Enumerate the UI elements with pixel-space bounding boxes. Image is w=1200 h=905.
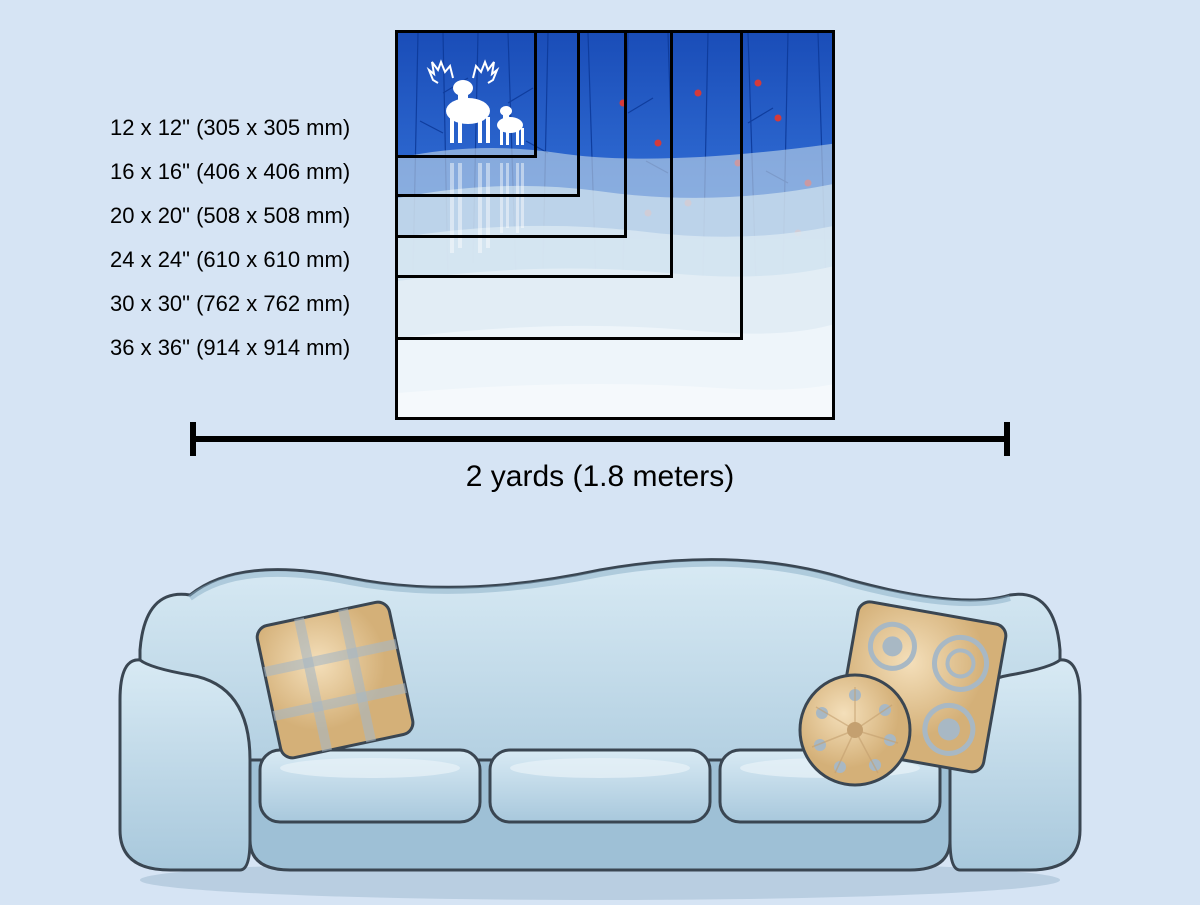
size-label: 36 x 36" (914 x 914 mm) [110, 335, 350, 361]
scale-line [190, 436, 1010, 442]
scale-label: 2 yards (1.8 meters) [190, 460, 1010, 494]
scale-tick-left [190, 422, 196, 456]
size-label: 30 x 30" (762 x 762 mm) [110, 291, 350, 317]
frame-outline-12 [395, 30, 537, 158]
size-label: 12 x 12" (305 x 305 mm) [110, 115, 350, 141]
couch-illustration [100, 540, 1100, 900]
size-label: 20 x 20" (508 x 508 mm) [110, 203, 350, 229]
frame-size-comparison [395, 30, 835, 420]
size-label-list: 12 x 12" (305 x 305 mm) 16 x 16" (406 x … [110, 115, 350, 361]
couch-icon [100, 540, 1100, 900]
size-label: 16 x 16" (406 x 406 mm) [110, 159, 350, 185]
size-label: 24 x 24" (610 x 610 mm) [110, 247, 350, 273]
scale-bar: 2 yards (1.8 meters) [190, 436, 1010, 494]
scale-tick-right [1004, 422, 1010, 456]
